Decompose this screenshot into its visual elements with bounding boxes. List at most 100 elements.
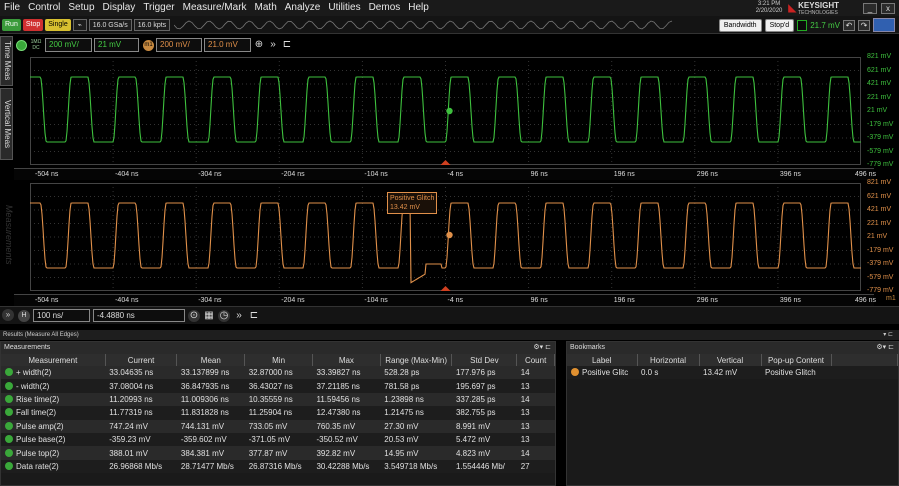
m1-marker-dot[interactable] bbox=[446, 231, 453, 239]
math-1-grid[interactable] bbox=[30, 183, 861, 291]
menu-math[interactable]: Math bbox=[254, 2, 277, 13]
bookmarks-col-header[interactable]: Vertical bbox=[699, 354, 762, 366]
measurements-col-header[interactable]: Range (Max-Min) bbox=[380, 354, 453, 366]
menu-measure-mark[interactable]: Measure/Mark bbox=[182, 2, 247, 13]
measurements-col-header[interactable]: Min bbox=[244, 354, 313, 366]
measurements-col-header[interactable]: Mean bbox=[176, 354, 246, 366]
zoom-icon[interactable]: ⊙ bbox=[188, 309, 200, 322]
expand-sidebar-icon[interactable]: » bbox=[2, 309, 14, 321]
measurements-settings-icon[interactable]: ⚙▾ ⊏ bbox=[533, 344, 551, 351]
channel-1-scale[interactable]: 200 mV/ bbox=[45, 38, 92, 52]
time-label: 396 ns bbox=[779, 297, 801, 304]
channel-1-grid[interactable] bbox=[30, 57, 861, 165]
measurement-name-cell: Rise time(2) bbox=[1, 392, 106, 407]
bookmarks-col-header[interactable]: Pop-up Content bbox=[761, 354, 832, 366]
menu-setup[interactable]: Setup bbox=[68, 2, 95, 13]
bandwidth-button[interactable]: Bandwidth bbox=[718, 18, 762, 32]
m1-trigger-marker[interactable] bbox=[440, 286, 451, 291]
clock-icon[interactable]: ◷ bbox=[218, 309, 230, 322]
measurements-col-header[interactable]: Std Dev bbox=[451, 354, 518, 366]
channel-1-toggle[interactable] bbox=[16, 39, 27, 51]
glitch-callout[interactable]: Positive Glitch 13.42 mV bbox=[387, 192, 438, 214]
channel-1-offset[interactable]: 21 mV bbox=[94, 38, 139, 52]
time-label: -4 ns bbox=[447, 297, 464, 304]
measurements-col-header[interactable]: Max bbox=[312, 354, 381, 366]
scale-label: 821 mV bbox=[867, 53, 892, 60]
measurement-row[interactable]: + width(2) 33.04635 ns 33.137899 ns 32.8700… bbox=[1, 366, 555, 380]
run-button[interactable]: Run bbox=[2, 18, 21, 31]
bookmarks-col-header[interactable]: Horizontal bbox=[637, 354, 700, 366]
timebase-scale[interactable]: 100 ns/ bbox=[33, 309, 90, 322]
time-label: 296 ns bbox=[696, 297, 718, 304]
pin-icon[interactable]: ⊏ bbox=[282, 39, 292, 50]
measurement-row[interactable]: Pulse base(2) -359.23 mV -359.602 mV -371.0… bbox=[1, 432, 555, 447]
bookmarks-col-header[interactable]: Label bbox=[567, 354, 638, 366]
measurement-row[interactable]: - width(2) 37.08004 ns 36.847935 ns 36.4302… bbox=[1, 379, 555, 393]
measurement-name-cell: Data rate(2) bbox=[1, 459, 106, 474]
ch1-marker-dot[interactable] bbox=[446, 107, 453, 115]
minimize-button[interactable]: _ bbox=[863, 2, 877, 14]
measurements-col-header[interactable]: Measurement bbox=[1, 354, 106, 366]
bookmarks-settings-icon[interactable]: ⚙▾ ⊏ bbox=[876, 344, 894, 351]
measurement-row[interactable]: Rise time(2) 11.20993 ns 11.009306 ns 10.35… bbox=[1, 392, 555, 407]
close-button[interactable]: x bbox=[881, 2, 895, 14]
undo-icon[interactable]: ↶ bbox=[843, 19, 855, 31]
sample-rate-field[interactable]: 16.0 GSa/s bbox=[88, 18, 132, 31]
menu-demos[interactable]: Demos bbox=[368, 2, 401, 13]
add-channel-icon[interactable]: ⊕ bbox=[254, 39, 264, 50]
trigger-level[interactable]: 21.7 mV bbox=[810, 20, 840, 30]
help-icon[interactable] bbox=[873, 18, 895, 32]
expand-icon-2[interactable]: » bbox=[236, 309, 242, 321]
menu-utilities[interactable]: Utilities bbox=[328, 2, 361, 13]
measurement-value: 36.43027 ns bbox=[244, 379, 313, 393]
measurement-value: -359.602 mV bbox=[176, 432, 245, 447]
math-1-scale[interactable]: 200 mV/ bbox=[156, 38, 202, 52]
measurement-value: 37.21185 ns bbox=[312, 379, 381, 393]
scale-label: -179 mV bbox=[867, 120, 894, 128]
expand-icon[interactable]: » bbox=[270, 39, 276, 50]
menu-analyze[interactable]: Analyze bbox=[284, 2, 321, 13]
channel-dot-icon bbox=[5, 421, 13, 430]
measurement-value: 528.28 ps bbox=[380, 366, 452, 380]
status-indicator[interactable]: Stop'd bbox=[764, 18, 795, 32]
measurement-value: 11.009306 ns bbox=[176, 392, 245, 407]
trigger-edge-icon[interactable] bbox=[797, 19, 808, 31]
timebase-position[interactable]: -4.4880 ns bbox=[93, 309, 185, 322]
memory-icon[interactable]: ▦ bbox=[204, 309, 214, 321]
scale-label: -579 mV bbox=[867, 273, 894, 281]
stop-button[interactable]: Stop bbox=[22, 18, 44, 31]
measurements-header: Measurements ⚙▾ ⊏ bbox=[1, 342, 555, 354]
redo-icon[interactable]: ↷ bbox=[858, 19, 870, 31]
measurements-col-header[interactable]: Count bbox=[516, 354, 555, 366]
channel-dot-icon bbox=[5, 381, 13, 390]
measurement-row[interactable]: Pulse amp(2) 747.24 mV 744.131 mV 733.05 mV… bbox=[1, 419, 555, 433]
measurements-col-header[interactable]: Current bbox=[105, 354, 178, 366]
time-label: -404 ns bbox=[115, 171, 139, 178]
measurement-value: 781.58 ps bbox=[380, 379, 452, 393]
measurement-row[interactable]: Fall time(2) 11.77319 ns 11.831828 ns 11.25… bbox=[1, 406, 555, 420]
acquisition-mode-icon[interactable]: ⌁ bbox=[72, 18, 87, 31]
bookmark-row[interactable]: Positive Glitc 0.0 s 13.42 mV Positive Glit… bbox=[567, 366, 898, 380]
channel-dot-icon bbox=[5, 408, 13, 417]
single-button[interactable]: Single bbox=[45, 18, 71, 31]
ch1-trigger-marker[interactable] bbox=[440, 160, 451, 165]
bookmarks-col-filler bbox=[831, 354, 898, 366]
math-1-toggle[interactable]: m1 bbox=[143, 39, 154, 51]
pin-icon-2[interactable]: ⊏ bbox=[249, 309, 259, 321]
menu-trigger[interactable]: Trigger bbox=[143, 2, 175, 13]
tab-time-meas[interactable]: Time Meas bbox=[0, 36, 13, 86]
results-subtitle: (Measure All Edges) bbox=[24, 332, 79, 338]
menu-file[interactable]: File bbox=[4, 2, 21, 13]
menu-display[interactable]: Display bbox=[102, 2, 136, 13]
tab-vertical-meas[interactable]: Vertical Meas bbox=[0, 88, 13, 160]
measurement-value: 11.25904 ns bbox=[244, 406, 313, 420]
memory-depth-field[interactable]: 16.0 kpts bbox=[133, 18, 171, 31]
menu-help[interactable]: Help bbox=[408, 2, 429, 13]
measurement-row[interactable]: Pulse top(2) 388.01 mV 384.381 mV 377.87 mV… bbox=[1, 446, 555, 460]
glitch-title: Positive Glitch bbox=[390, 195, 435, 202]
horizontal-button[interactable]: H bbox=[18, 309, 30, 322]
results-pin-icon[interactable]: ▾ ⊏ bbox=[883, 332, 893, 338]
math-1-offset[interactable]: 21.0 mV bbox=[204, 38, 251, 52]
menu-control[interactable]: Control bbox=[28, 2, 61, 13]
measurement-row[interactable]: Data rate(2) 26.96868 Mb/s 28.71477 Mb/s 26… bbox=[1, 459, 555, 474]
